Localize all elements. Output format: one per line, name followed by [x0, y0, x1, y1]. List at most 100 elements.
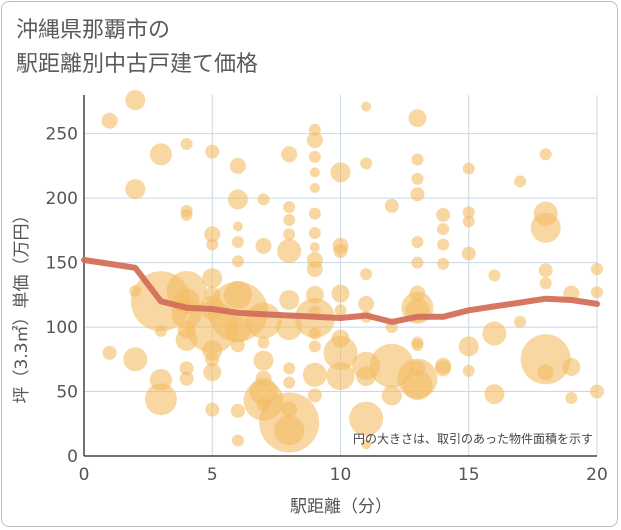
bubble-point	[231, 434, 244, 447]
bubble-point	[302, 362, 327, 387]
bubble-point	[224, 316, 251, 343]
bubble-point	[458, 336, 479, 357]
bubble-point	[149, 143, 172, 166]
bubble-point	[253, 350, 274, 371]
bubble-size-note: 円の大きさは、取引のあった物件面積を示す	[353, 431, 593, 446]
bubble-point	[462, 162, 475, 175]
bubble-point	[255, 237, 272, 254]
bubble-point	[514, 175, 527, 188]
bubble-point	[514, 315, 527, 328]
bubble-point	[245, 302, 282, 339]
bubble-point	[125, 179, 146, 200]
bubble-point	[384, 198, 399, 213]
x-tick-label: 0	[79, 465, 90, 485]
bubble-point	[530, 212, 561, 243]
y-tick-label: 150	[46, 254, 78, 274]
bubble-point	[309, 167, 320, 178]
bubble-point	[538, 263, 553, 278]
bubble-point	[205, 352, 220, 367]
bubble-point	[279, 289, 300, 310]
x-tick-label: 5	[207, 465, 218, 485]
bubble-point	[309, 242, 320, 253]
bubble-point	[307, 388, 322, 403]
chart-title-line-1: 沖縄県那覇市の	[16, 18, 171, 43]
bubble-point	[232, 221, 243, 232]
bubble-point	[180, 208, 193, 221]
bubble-point	[361, 101, 372, 112]
x-axis-ticks: 0 5 10 15 20	[79, 465, 608, 485]
bubble-point	[308, 340, 321, 353]
bubble-point	[257, 193, 270, 206]
bubble-point	[330, 162, 351, 183]
bubble-point	[283, 376, 296, 389]
bubble-point	[437, 257, 450, 270]
bubble-point	[462, 215, 475, 228]
bubble-point	[402, 370, 433, 401]
bubble-point	[539, 148, 552, 161]
bubble-point	[349, 401, 384, 436]
bubble-point	[565, 391, 578, 404]
x-tick-label: 15	[458, 465, 480, 485]
bubble-point	[334, 304, 347, 317]
bubble-point	[206, 238, 219, 251]
bubble-point	[202, 268, 223, 289]
bubble-point	[435, 360, 452, 377]
y-tick-label: 200	[46, 189, 78, 209]
bubble-point	[306, 261, 323, 278]
bubble-point	[306, 132, 323, 149]
bubble-point	[281, 146, 298, 163]
bubble-point	[410, 187, 425, 202]
bubble-point	[591, 263, 603, 276]
bubble-point	[283, 201, 296, 214]
bubble-point	[436, 207, 451, 222]
bubble-point	[308, 150, 321, 163]
bubble-point	[308, 327, 321, 340]
bubble-point	[360, 268, 373, 281]
y-axis-ticks: 0 50 100 150 200 250	[46, 125, 78, 467]
x-axis-label: 駅距離（分）	[290, 497, 392, 517]
bubble-point	[308, 226, 321, 239]
bubble-point	[591, 286, 603, 299]
bubble-point	[277, 239, 302, 264]
bubble-point	[381, 385, 402, 406]
bubble-point	[205, 402, 220, 417]
bubble-point	[411, 153, 424, 166]
bubble-point	[437, 238, 450, 251]
y-tick-label: 100	[46, 318, 78, 338]
bubble-point	[204, 226, 221, 243]
bubble-point	[462, 364, 475, 377]
bubble-point	[437, 223, 450, 236]
bubble-point	[179, 371, 194, 386]
y-tick-label: 0	[67, 447, 78, 467]
bubble-point	[257, 336, 270, 349]
bubble-point	[411, 339, 424, 352]
bubble-point	[229, 157, 246, 174]
bubble-point	[484, 384, 505, 405]
bubble-point	[360, 157, 373, 170]
bubble-point	[230, 338, 245, 353]
bubble-point	[520, 334, 571, 385]
bubble-point	[411, 172, 424, 185]
bubble-point	[125, 90, 146, 111]
bubble-point	[180, 137, 193, 150]
bubble-point	[411, 235, 424, 248]
bubble-point	[323, 335, 358, 370]
bubble-point	[358, 295, 375, 312]
trend-line	[81, 257, 600, 325]
bubble-point	[590, 384, 604, 399]
x-tick-label: 20	[586, 465, 608, 485]
bubble-point	[462, 206, 475, 219]
bubble-point	[203, 363, 222, 382]
bubble-point	[283, 228, 296, 241]
bubble-point	[227, 189, 248, 210]
bubble-point	[231, 235, 244, 248]
bubble-point	[231, 255, 244, 268]
bubble-point	[461, 246, 476, 261]
bubble-point	[482, 321, 507, 346]
bubble-point	[539, 277, 552, 290]
bubble-point	[331, 284, 350, 303]
bubble-point	[179, 361, 194, 376]
bubble-point	[537, 364, 554, 381]
y-axis-label: 坪（3.3㎡）単価（万円）	[12, 206, 32, 403]
